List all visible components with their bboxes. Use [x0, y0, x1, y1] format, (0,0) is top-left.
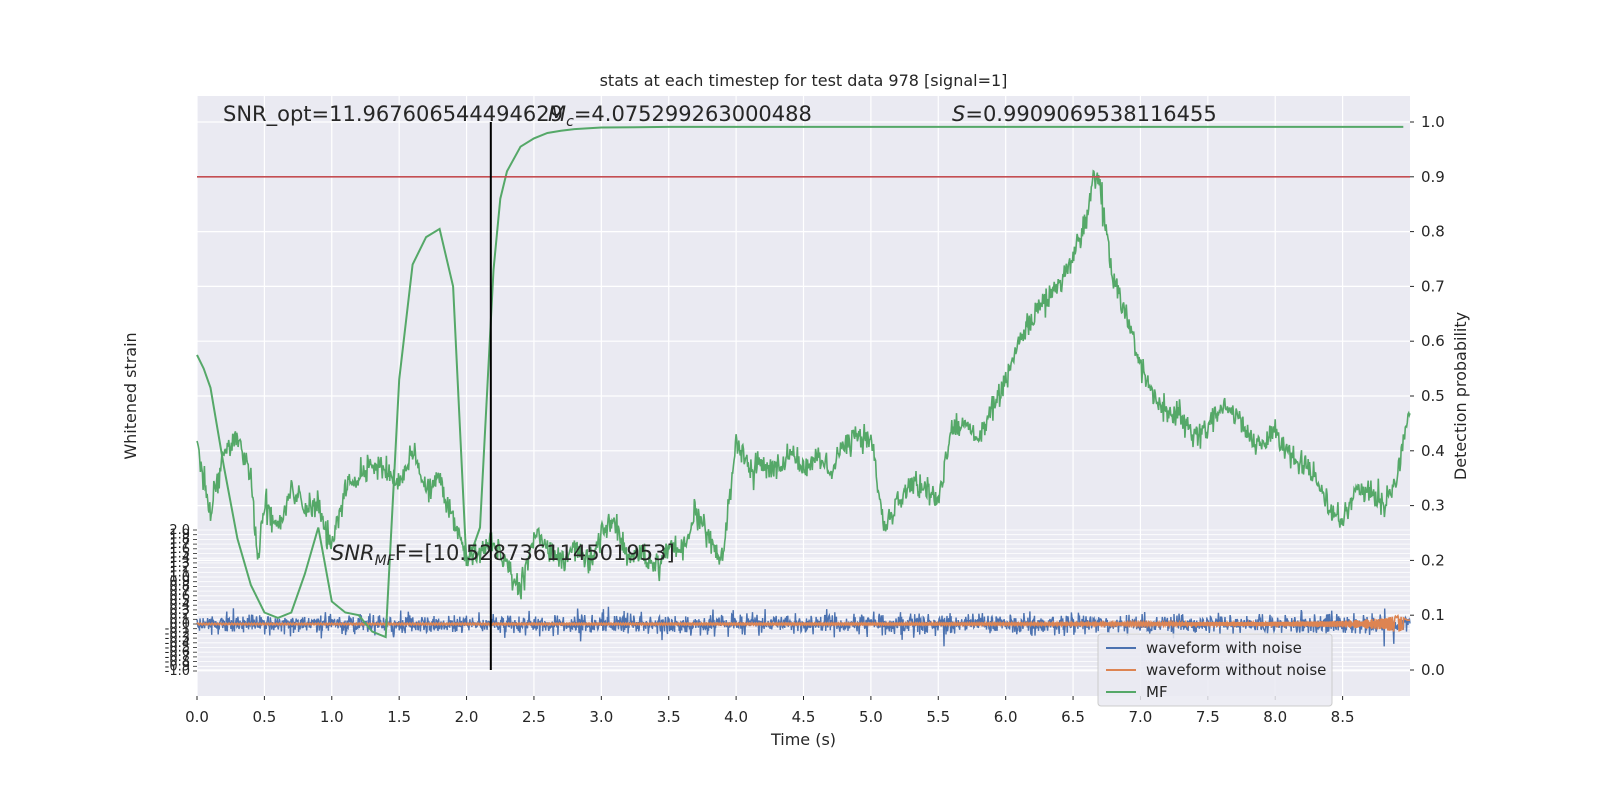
- s-annotation: S=0.9909069538116455: [952, 102, 1217, 126]
- snr-mf-annotation: SNRMFF=[10.528736114501953]: [331, 541, 675, 569]
- left-tick-label: 1.0: [169, 570, 190, 585]
- left-tick-label: 1.4: [169, 551, 190, 566]
- right-tick-label: 0.8: [1421, 223, 1445, 241]
- left-tick-label: -0.8: [165, 655, 190, 670]
- x-tick-label: 4.0: [724, 708, 748, 726]
- left-tick-label: 0.4: [169, 598, 190, 613]
- x-axis-label: Time (s): [770, 730, 836, 749]
- snr-mf-subscript: MF: [375, 553, 396, 569]
- x-tick-label: 6.5: [1061, 708, 1085, 726]
- x-tick-label: 1.5: [387, 708, 411, 726]
- left-tick-label: -0.5: [165, 641, 190, 656]
- x-tick-label: 8.0: [1263, 708, 1287, 726]
- left-tick-label: 1.9: [169, 528, 190, 543]
- right-tick-label: 0.7: [1421, 277, 1445, 295]
- left-tick-label: 1.7: [169, 537, 190, 552]
- right-tick-label: 0.3: [1421, 497, 1445, 515]
- right-tick-label: 0.9: [1421, 168, 1445, 186]
- x-tick-label: 3.5: [657, 708, 681, 726]
- x-tick-label: 2.5: [522, 708, 546, 726]
- left-gridlines: [197, 529, 1410, 672]
- series-detection-probability: [196, 169, 1411, 600]
- left-tick-label: 2.0: [169, 523, 190, 538]
- legend-label-waveform-with-noise: waveform with noise: [1146, 639, 1302, 657]
- left-tick-label: -0.2: [165, 626, 190, 641]
- snr-mf-symbol: SNR: [331, 541, 375, 565]
- mc-symbol: M: [548, 102, 566, 126]
- series-waveform-without-noise: [196, 614, 1410, 632]
- left-tick-label: 1.5: [169, 547, 190, 562]
- right-tick-labels: 0.0 0.1 0.2 0.3 0.4 0.5 0.6 0.7 0.8 0.9 1.0: [1410, 113, 1445, 679]
- left-tick-label: -1.0: [165, 664, 190, 679]
- left-tick-label: 0.1: [169, 612, 190, 627]
- chirp-mass-annotation: Mc=4.075299263000488: [548, 102, 812, 130]
- right-tick-label: 0.6: [1421, 332, 1445, 350]
- legend-label-mf: MF: [1146, 683, 1168, 701]
- left-tick-label: 1.3: [169, 556, 190, 571]
- mc-value: =4.075299263000488: [574, 102, 812, 126]
- left-axis-label: Whitened strain: [121, 332, 140, 459]
- left-tick-label: 1.1: [169, 565, 190, 580]
- left-tick-label: -0.6: [165, 645, 190, 660]
- x-tick-label: 5.0: [859, 708, 883, 726]
- right-tick-label: 1.0: [1421, 113, 1445, 131]
- clean-waveform-line: [196, 614, 1410, 632]
- x-tick-label: 5.5: [926, 708, 950, 726]
- right-tick-label: 0.1: [1421, 606, 1445, 624]
- snr-opt-annotation: SNR_opt=11.967606544494629: [223, 102, 563, 127]
- s-symbol: S: [952, 102, 965, 126]
- left-tick-label: -0.9: [165, 659, 190, 674]
- left-tick-label: 1.6: [169, 542, 190, 557]
- left-tick-labels: 2.01.91.81.71.61.51.41.31.21.11.00.90.80…: [165, 523, 197, 679]
- x-tick-label: 7.5: [1196, 708, 1220, 726]
- left-tick-label: 1.8: [169, 532, 190, 547]
- snr-mf-value: F=[10.528736114501953]: [395, 541, 675, 565]
- x-tick-label: 2.0: [455, 708, 479, 726]
- left-tick-label: 1.2: [169, 561, 190, 576]
- chart-title: stats at each timestep for test data 978…: [600, 71, 1008, 90]
- left-tick-label: 0.0: [169, 617, 190, 632]
- left-tick-label: 0.6: [169, 589, 190, 604]
- x-tick-labels: 0.0 0.5 1.0 1.5 2.0 2.5 3.0 3.5 4.0 4.5 5.0 5.5 6.0 6…: [185, 696, 1355, 726]
- right-tick-label: 0.0: [1421, 661, 1445, 679]
- left-tick-label: 0.2: [169, 608, 190, 623]
- left-tick-label: 0.5: [169, 594, 190, 609]
- left-tick-label: 0.9: [169, 575, 190, 590]
- mc-subscript: c: [566, 114, 574, 130]
- x-tick-label: 3.0: [589, 708, 613, 726]
- right-tick-label: 0.2: [1421, 551, 1445, 569]
- left-tick-label: -0.1: [165, 622, 190, 637]
- left-tick-label: -0.7: [165, 650, 190, 665]
- left-tick-label: -0.4: [165, 636, 190, 651]
- x-tick-label: 7.0: [1129, 708, 1153, 726]
- x-tick-label: 1.0: [320, 708, 344, 726]
- x-tick-label: 0.5: [252, 708, 276, 726]
- s-value: =0.9909069538116455: [965, 102, 1216, 126]
- legend-label-waveform-without-noise: waveform without noise: [1146, 661, 1326, 679]
- detection-probability-line: [196, 169, 1411, 600]
- x-tick-label: 0.0: [185, 708, 209, 726]
- right-tick-label: 0.5: [1421, 387, 1445, 405]
- mf-line: [196, 125, 1404, 639]
- right-axis-label: Detection probability: [1451, 312, 1470, 480]
- x-tick-label: 6.0: [994, 708, 1018, 726]
- left-tick-label: 0.7: [169, 584, 190, 599]
- x-tick-label: 4.5: [792, 708, 816, 726]
- series-mf: [196, 125, 1404, 639]
- right-tick-label: 0.4: [1421, 442, 1445, 460]
- left-tick-label: -0.3: [165, 631, 190, 646]
- x-tick-label: 8.5: [1331, 708, 1355, 726]
- legend-box: [1097, 633, 1333, 707]
- left-tick-label: 0.8: [169, 579, 190, 594]
- legend: waveform with noise waveform without noi…: [1097, 633, 1333, 707]
- left-tick-label: 0.3: [169, 603, 190, 618]
